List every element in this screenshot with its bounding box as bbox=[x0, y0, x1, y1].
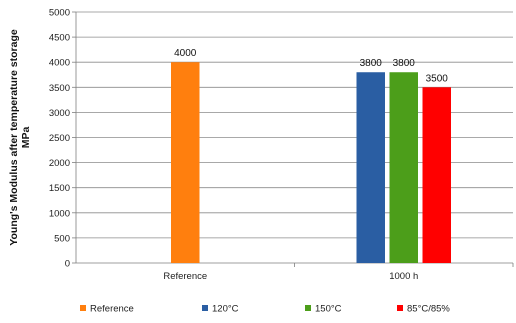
legend-swatch bbox=[305, 305, 311, 311]
y-tick-label: 5000 bbox=[49, 8, 70, 19]
y-axis-label-line: MPa bbox=[20, 127, 32, 149]
legend-swatch bbox=[397, 305, 403, 311]
y-tick-label: 4000 bbox=[49, 58, 70, 69]
bars bbox=[171, 62, 451, 264]
legend: Reference 120°C 150°C 85°C/85% bbox=[80, 304, 450, 315]
y-axis-label: Young's Modulus after temperature storag… bbox=[8, 29, 32, 246]
y-tick-label: 0 bbox=[65, 259, 70, 270]
legend-swatch bbox=[80, 305, 86, 311]
data-labels: 4000 3800 3800 3500 bbox=[174, 48, 448, 84]
bar bbox=[389, 72, 418, 264]
bar bbox=[422, 87, 451, 263]
data-label: 3800 bbox=[360, 58, 383, 69]
y-axis-label-line: Young's Modulus after temperature storag… bbox=[8, 29, 20, 246]
legend-label: Reference bbox=[90, 304, 134, 315]
y-tick-label: 1000 bbox=[49, 208, 70, 219]
y-tick-label: 1500 bbox=[49, 183, 70, 194]
x-axis-categories: Reference 1000 h bbox=[163, 263, 514, 282]
legend-label: 85°C/85% bbox=[407, 304, 450, 315]
y-tick-label: 3500 bbox=[49, 83, 70, 94]
y-tick-label: 500 bbox=[54, 233, 70, 244]
legend-label: 120°C bbox=[212, 304, 239, 315]
x-category-label: Reference bbox=[163, 271, 207, 282]
y-tick-label: 2000 bbox=[49, 158, 70, 169]
data-label: 3800 bbox=[393, 58, 416, 69]
data-label: 4000 bbox=[174, 48, 197, 59]
legend-swatch bbox=[202, 305, 208, 311]
y-axis-ticks: 0 500 1000 1500 2000 2500 3000 3500 4000 4500 5000 bbox=[49, 8, 77, 270]
y-tick-label: 4500 bbox=[49, 33, 70, 44]
y-tick-label: 2500 bbox=[49, 133, 70, 144]
x-category-label: 1000 h bbox=[389, 271, 418, 282]
legend-label: 150°C bbox=[315, 304, 342, 315]
gridlines bbox=[76, 11, 513, 264]
data-label: 3500 bbox=[426, 73, 449, 84]
y-tick-label: 3000 bbox=[49, 108, 70, 119]
bar bbox=[171, 62, 200, 264]
bar bbox=[356, 72, 385, 264]
